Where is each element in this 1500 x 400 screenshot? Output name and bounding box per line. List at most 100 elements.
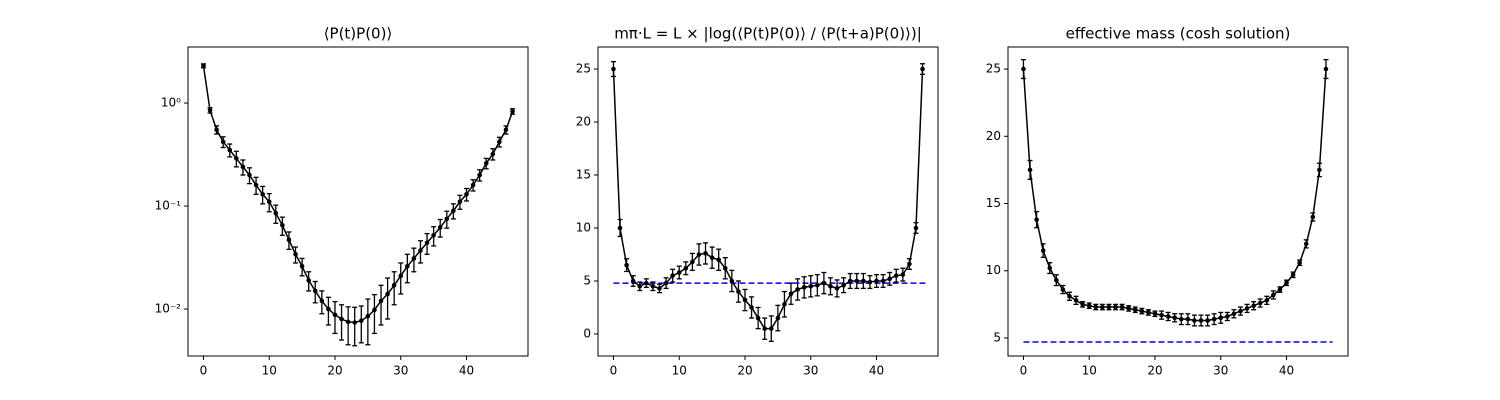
data-point [1027, 167, 1033, 173]
data-point [372, 307, 377, 313]
y-tick-label: 20 [986, 129, 1001, 143]
series-line [1022, 69, 1327, 322]
error-bar [1178, 313, 1184, 326]
x-tick-label: 20 [737, 364, 752, 378]
data-point [1060, 287, 1066, 292]
error-bar [352, 306, 358, 347]
data-point [312, 288, 318, 294]
data-point [821, 280, 827, 286]
x-tick-label: 0 [610, 364, 618, 378]
error-bar [1165, 311, 1171, 322]
error-bar [795, 278, 801, 301]
error-bar [477, 169, 483, 182]
plot-frame [1007, 46, 1349, 357]
data-point [1047, 265, 1053, 271]
error-bar [306, 271, 312, 292]
data-point [650, 283, 656, 289]
error-bar [1244, 303, 1250, 314]
data-point [1257, 300, 1263, 306]
data-point [385, 291, 390, 297]
data-point [358, 318, 364, 324]
error-bar [1119, 303, 1125, 311]
error-bar [424, 232, 430, 255]
data-point [207, 108, 213, 113]
error-bar [913, 222, 919, 234]
data-point [464, 192, 469, 197]
data-point [306, 278, 311, 283]
error-bar [1316, 162, 1322, 178]
data-point [907, 261, 912, 267]
data-point [887, 276, 892, 282]
data-point [280, 223, 285, 228]
data-point [676, 270, 682, 275]
error-bar [880, 273, 886, 288]
data-point [1185, 316, 1191, 322]
error-bar [742, 288, 748, 312]
error-bar [887, 271, 893, 286]
data-point [234, 156, 239, 161]
data-point [782, 301, 787, 307]
data-point [1113, 304, 1118, 310]
y-tick-label: 10 [576, 220, 591, 234]
error-bar [1106, 303, 1112, 311]
error-bar [781, 290, 787, 318]
data-point [1080, 302, 1085, 307]
data-point [418, 248, 423, 253]
error-bar [650, 281, 656, 292]
data-point [854, 278, 860, 284]
data-point [1146, 310, 1151, 315]
data-point [1178, 316, 1184, 322]
data-point [457, 199, 463, 205]
data-point [801, 285, 807, 290]
error-bar [1066, 291, 1072, 301]
error-bar [663, 277, 669, 290]
error-bar [1086, 302, 1092, 310]
data-point [1231, 311, 1237, 317]
data-point [1159, 312, 1164, 318]
data-point [1021, 66, 1026, 72]
error-bar [437, 218, 443, 238]
error-bar [1060, 284, 1066, 295]
error-bar [1126, 305, 1132, 312]
error-bar [312, 280, 318, 304]
error-bar [1152, 310, 1158, 318]
error-bar [1053, 274, 1059, 287]
data-point [220, 139, 226, 145]
data-point [1106, 304, 1112, 310]
data-point [670, 273, 675, 278]
error-bar [1093, 303, 1099, 311]
data-point [913, 225, 919, 231]
data-point [477, 172, 482, 178]
error-bar [404, 253, 410, 284]
error-bar [273, 204, 279, 224]
error-bar [431, 226, 437, 247]
data-point [345, 319, 351, 325]
error-bar [398, 262, 404, 295]
data-point [214, 127, 219, 133]
error-bar [1224, 311, 1230, 322]
data-point [1086, 303, 1092, 309]
error-bar [1191, 314, 1197, 327]
error-bar [286, 231, 292, 250]
error-bar [490, 148, 496, 161]
data-point [1172, 315, 1178, 321]
data-point [1034, 217, 1039, 222]
data-point [762, 326, 768, 331]
data-point [398, 273, 404, 279]
plot-frame [187, 46, 529, 357]
error-bar [233, 150, 239, 168]
error-bar [900, 267, 906, 282]
error-bar [1257, 298, 1263, 308]
error-bar [749, 296, 755, 319]
data-point [736, 289, 741, 294]
y-tick-label: 10⁻¹ [155, 199, 182, 213]
data-point [644, 280, 649, 286]
x-tick-label: 30 [1213, 364, 1228, 378]
data-point [847, 278, 853, 284]
error-bar [1027, 159, 1033, 180]
data-point [1225, 314, 1230, 319]
data-point [437, 225, 443, 230]
data-point [861, 278, 866, 284]
x-tick-label: 10 [1082, 364, 1097, 378]
